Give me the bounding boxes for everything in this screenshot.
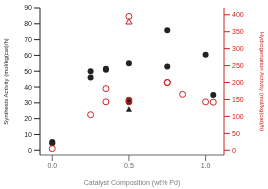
svg-text:0: 0 [232, 147, 236, 154]
svg-text:60: 60 [24, 52, 32, 59]
svg-text:100: 100 [232, 113, 244, 120]
svg-text:0: 0 [28, 147, 32, 154]
svg-text:20: 20 [24, 115, 32, 122]
svg-text:400: 400 [232, 11, 244, 18]
svg-text:70: 70 [24, 36, 32, 43]
svg-text:10: 10 [24, 131, 32, 138]
svg-text:0.5: 0.5 [124, 162, 134, 169]
svg-text:1.0: 1.0 [201, 162, 211, 169]
svg-text:Synthesis Activity (mol/kg(cat: Synthesis Activity (mol/kg(cat)/h) [8, 38, 9, 125]
svg-text:300: 300 [232, 45, 244, 52]
svg-text:0.0: 0.0 [47, 162, 57, 169]
svg-text:Catalyst Composition (wt% Pd): Catalyst Composition (wt% Pd) [84, 179, 180, 187]
svg-text:50: 50 [232, 130, 240, 137]
svg-text:350: 350 [232, 28, 244, 35]
svg-text:40: 40 [24, 84, 32, 91]
svg-text:250: 250 [232, 62, 244, 69]
svg-text:150: 150 [232, 96, 244, 103]
svg-text:80: 80 [24, 20, 32, 27]
svg-text:Hydrogenation Activity (mol/kg: Hydrogenation Activity (mol/kg(cat)/h) [259, 32, 260, 132]
svg-text:90: 90 [24, 4, 32, 11]
svg-text:30: 30 [24, 99, 32, 106]
svg-text:50: 50 [24, 68, 32, 75]
svg-text:200: 200 [232, 79, 244, 86]
